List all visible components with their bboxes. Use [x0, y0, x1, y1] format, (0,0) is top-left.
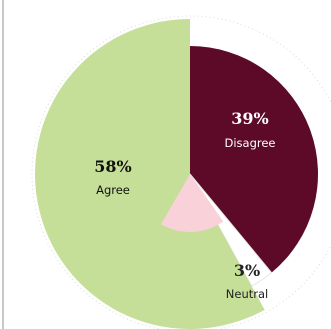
- category-label-neutral: Neutral: [226, 287, 268, 301]
- pie-slice-disagree: [190, 46, 319, 273]
- category-label-agree: Agree: [96, 183, 130, 197]
- pie-slice-agree: [35, 19, 265, 329]
- pie-slice-neutral: [189, 173, 273, 287]
- value-label-neutral: 3%: [234, 261, 260, 280]
- outer-guide-ring: [31, 15, 331, 329]
- inner-accent-wedge: [161, 174, 224, 233]
- category-label-disagree: Disagree: [224, 136, 275, 150]
- value-label-disagree: 39%: [231, 109, 268, 128]
- value-label-agree: 58%: [94, 157, 131, 176]
